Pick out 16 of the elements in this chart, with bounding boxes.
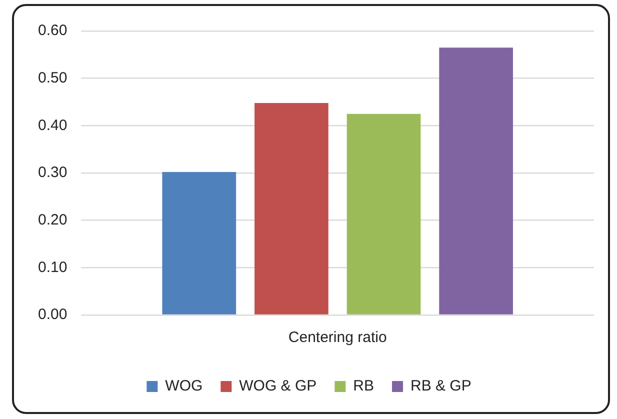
y-tick-label: 0.10 <box>38 258 68 276</box>
y-tick-label: 0.20 <box>38 211 68 228</box>
y-tick-label: 0.00 <box>38 306 68 324</box>
bar <box>254 102 328 314</box>
y-tick-label: 0.50 <box>38 69 68 86</box>
y-tick-label: 0.60 <box>38 22 68 40</box>
legend-label: WOG <box>165 378 203 395</box>
bar <box>439 48 513 314</box>
x-tick-label: Centering ratio <box>288 329 387 346</box>
legend-label: RB & GP <box>410 378 472 395</box>
bar <box>162 172 236 314</box>
y-tick-label: 0.40 <box>38 116 68 134</box>
legend-label: WOG & GP <box>239 378 317 395</box>
y-tick-label: 0.30 <box>38 164 68 182</box>
legend-label: RB <box>353 378 374 395</box>
bar <box>346 114 421 314</box>
